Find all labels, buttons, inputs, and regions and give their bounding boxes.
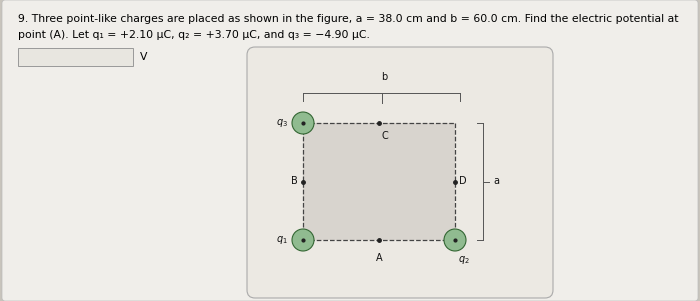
Text: a: a <box>493 176 499 187</box>
Text: $q_3$: $q_3$ <box>276 117 288 129</box>
Text: C: C <box>381 131 388 141</box>
Text: A: A <box>376 253 382 263</box>
Bar <box>303 123 455 240</box>
Text: $q_1$: $q_1$ <box>276 234 288 246</box>
FancyBboxPatch shape <box>247 47 553 298</box>
Circle shape <box>444 229 466 251</box>
Text: D: D <box>459 176 467 187</box>
Circle shape <box>292 112 314 134</box>
Text: point (A). Let q₁ = +2.10 μC, q₂ = +3.70 μC, and q₃ = −4.90 μC.: point (A). Let q₁ = +2.10 μC, q₂ = +3.70… <box>18 30 370 40</box>
Circle shape <box>292 229 314 251</box>
Text: 9. Three point-like charges are placed as shown in the figure, a = 38.0 cm and b: 9. Three point-like charges are placed a… <box>18 14 678 24</box>
Text: V: V <box>140 52 148 62</box>
Text: b: b <box>381 72 387 82</box>
FancyBboxPatch shape <box>18 48 133 66</box>
Text: $q_2$: $q_2$ <box>458 254 470 266</box>
Text: B: B <box>291 176 298 187</box>
